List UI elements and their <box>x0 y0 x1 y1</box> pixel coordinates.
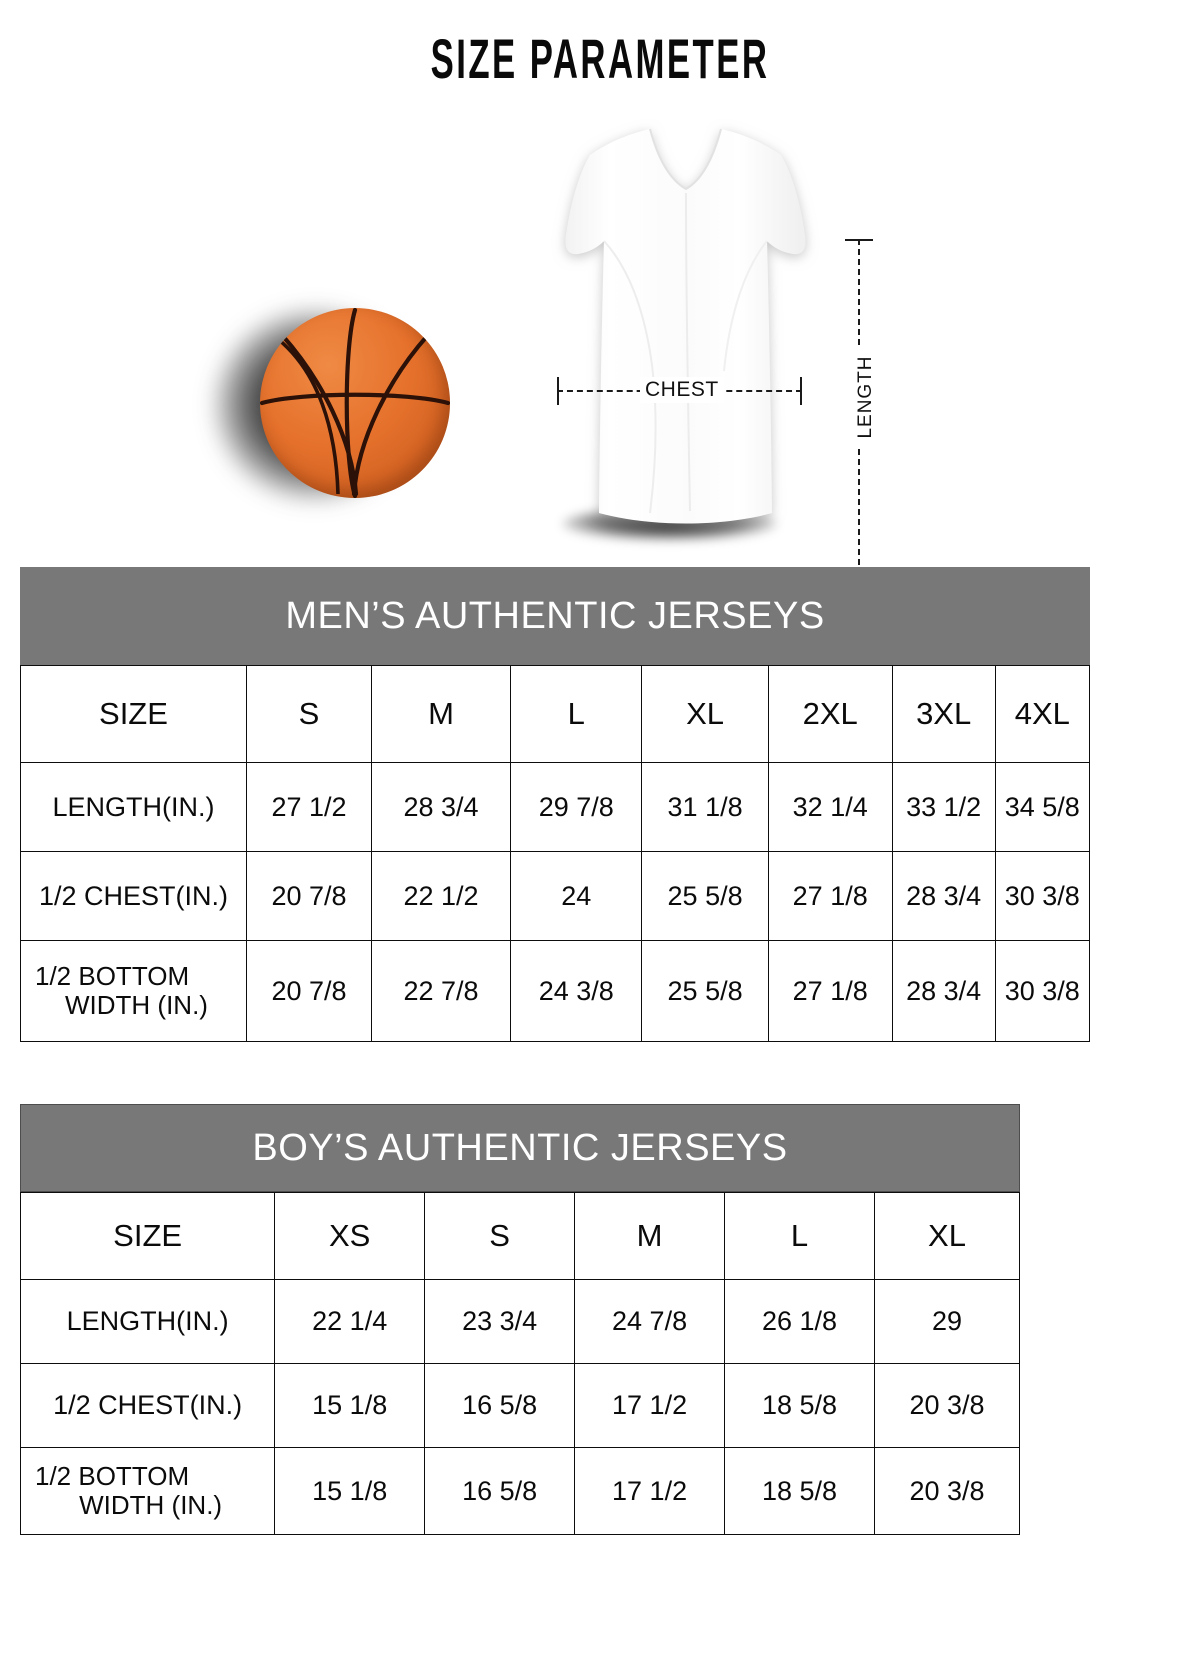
page-title: SIZE PARAMETER <box>430 27 770 90</box>
cell-length-4xl: 34 5/8 <box>994 762 1091 852</box>
cell-bottom-m: 17 1/2 <box>574 1447 726 1535</box>
table-row: 1/2 CHEST(IN.) 15 1/8 16 5/8 17 1/2 18 5… <box>19 1363 1021 1448</box>
column-header-xs: XS <box>274 1192 426 1280</box>
jersey-illustration <box>540 115 830 541</box>
boys-size-table: SIZE XS S M L XL LENGTH(IN.) 22 1/4 23 3… <box>19 1192 1021 1535</box>
cell-length-m: 28 3/4 <box>371 762 511 852</box>
row-label-half-chest: 1/2 CHEST(IN.) <box>20 851 247 941</box>
row-label-half-chest: 1/2 CHEST(IN.) <box>19 1363 276 1448</box>
cell-chest-xl: 20 3/8 <box>873 1363 1021 1448</box>
row-label-line-1: 1/2 BOTTOM <box>35 1460 190 1491</box>
cell-length-s: 27 1/2 <box>245 762 373 852</box>
cell-length-m: 24 7/8 <box>574 1279 726 1364</box>
cell-length-xl: 29 <box>873 1279 1021 1364</box>
cell-length-3xl: 33 1/2 <box>891 762 996 852</box>
cell-bottom-4xl: 30 3/8 <box>994 940 1091 1042</box>
row-label-line-1: 1/2 BOTTOM <box>35 960 190 991</box>
row-label-line-2: WIDTH (IN.) <box>79 1490 223 1520</box>
chest-dimension-label: CHEST <box>640 377 724 403</box>
mens-size-table: SIZE S M L XL 2XL 3XL 4XL LENGTH(IN.) 27… <box>20 665 1091 1042</box>
cell-length-xl: 31 1/8 <box>641 762 769 852</box>
column-header-size: SIZE <box>20 665 247 763</box>
cell-chest-s: 20 7/8 <box>245 851 373 941</box>
row-label-length: LENGTH(IN.) <box>20 762 247 852</box>
cell-chest-xl: 25 5/8 <box>641 851 769 941</box>
row-label-line-2: WIDTH (IN.) <box>64 990 208 1020</box>
cell-chest-3xl: 28 3/4 <box>891 851 996 941</box>
cell-chest-s: 16 5/8 <box>424 1363 576 1448</box>
basketball-jersey-icon <box>565 128 806 524</box>
basketball-icon <box>260 308 450 498</box>
boys-table-title: BOY’S AUTHENTIC JERSEYS <box>20 1104 1020 1192</box>
cell-bottom-m: 22 7/8 <box>371 940 511 1042</box>
column-header-2xl: 2XL <box>767 665 893 763</box>
cell-bottom-xl: 25 5/8 <box>641 940 769 1042</box>
cell-bottom-l: 24 3/8 <box>509 940 643 1042</box>
table-row: 1/2 BOTTOM WIDTH (IN.) 20 7/8 22 7/8 24 … <box>20 940 1091 1042</box>
mens-size-table-block: MEN’S AUTHENTIC JERSEYS SIZE S M L XL 2X… <box>20 567 1091 1042</box>
basketball-illustration <box>205 280 485 530</box>
row-label-half-bottom-width: 1/2 BOTTOM WIDTH (IN.) <box>20 940 247 1042</box>
cell-length-s: 23 3/4 <box>424 1279 576 1364</box>
column-header-3xl: 3XL <box>891 665 996 763</box>
column-header-4xl: 4XL <box>994 665 1091 763</box>
length-dimension-label-text: LENGTH <box>855 349 876 445</box>
cell-bottom-xs: 15 1/8 <box>274 1447 426 1535</box>
cell-chest-4xl: 30 3/8 <box>994 851 1091 941</box>
cell-length-2xl: 32 1/4 <box>767 762 893 852</box>
cell-length-xs: 22 1/4 <box>274 1279 426 1364</box>
table-row: 1/2 BOTTOM WIDTH (IN.) 15 1/8 16 5/8 17 … <box>19 1447 1021 1535</box>
cell-chest-2xl: 27 1/8 <box>767 851 893 941</box>
cell-bottom-s: 20 7/8 <box>245 940 373 1042</box>
cell-bottom-2xl: 27 1/8 <box>767 940 893 1042</box>
cell-length-l: 26 1/8 <box>724 1279 875 1364</box>
table-header-row: SIZE S M L XL 2XL 3XL 4XL <box>20 665 1091 763</box>
column-header-xl: XL <box>873 1192 1021 1280</box>
length-dimension-label: LENGTH <box>855 337 877 457</box>
column-header-l: L <box>724 1192 875 1280</box>
column-header-xl: XL <box>641 665 769 763</box>
boys-size-table-block: BOY’S AUTHENTIC JERSEYS SIZE XS S M L XL… <box>19 1104 1021 1535</box>
table-header-row: SIZE XS S M L XL <box>19 1192 1021 1280</box>
chest-dimension-cap-right <box>800 377 802 405</box>
cell-chest-m: 22 1/2 <box>371 851 511 941</box>
column-header-size: SIZE <box>19 1192 276 1280</box>
cell-length-l: 29 7/8 <box>509 762 643 852</box>
column-header-s: S <box>424 1192 576 1280</box>
cell-chest-xs: 15 1/8 <box>274 1363 426 1448</box>
column-header-s: S <box>245 665 373 763</box>
table-row: LENGTH(IN.) 22 1/4 23 3/4 24 7/8 26 1/8 … <box>19 1279 1021 1364</box>
cell-chest-l: 24 <box>509 851 643 941</box>
cell-bottom-xl: 20 3/8 <box>873 1447 1021 1535</box>
row-label-half-bottom-width: 1/2 BOTTOM WIDTH (IN.) <box>19 1447 276 1535</box>
table-row: LENGTH(IN.) 27 1/2 28 3/4 29 7/8 31 1/8 … <box>20 762 1091 852</box>
cell-chest-l: 18 5/8 <box>724 1363 875 1448</box>
cell-bottom-s: 16 5/8 <box>424 1447 576 1535</box>
cell-bottom-l: 18 5/8 <box>724 1447 875 1535</box>
mens-table-title: MEN’S AUTHENTIC JERSEYS <box>20 567 1090 665</box>
column-header-m: M <box>574 1192 726 1280</box>
row-label-length: LENGTH(IN.) <box>19 1279 276 1364</box>
column-header-m: M <box>371 665 511 763</box>
column-header-l: L <box>509 665 643 763</box>
illustration-area: CHEST LENGTH <box>0 105 1200 615</box>
cell-bottom-3xl: 28 3/4 <box>891 940 996 1042</box>
table-row: 1/2 CHEST(IN.) 20 7/8 22 1/2 24 25 5/8 2… <box>20 851 1091 941</box>
cell-chest-m: 17 1/2 <box>574 1363 726 1448</box>
